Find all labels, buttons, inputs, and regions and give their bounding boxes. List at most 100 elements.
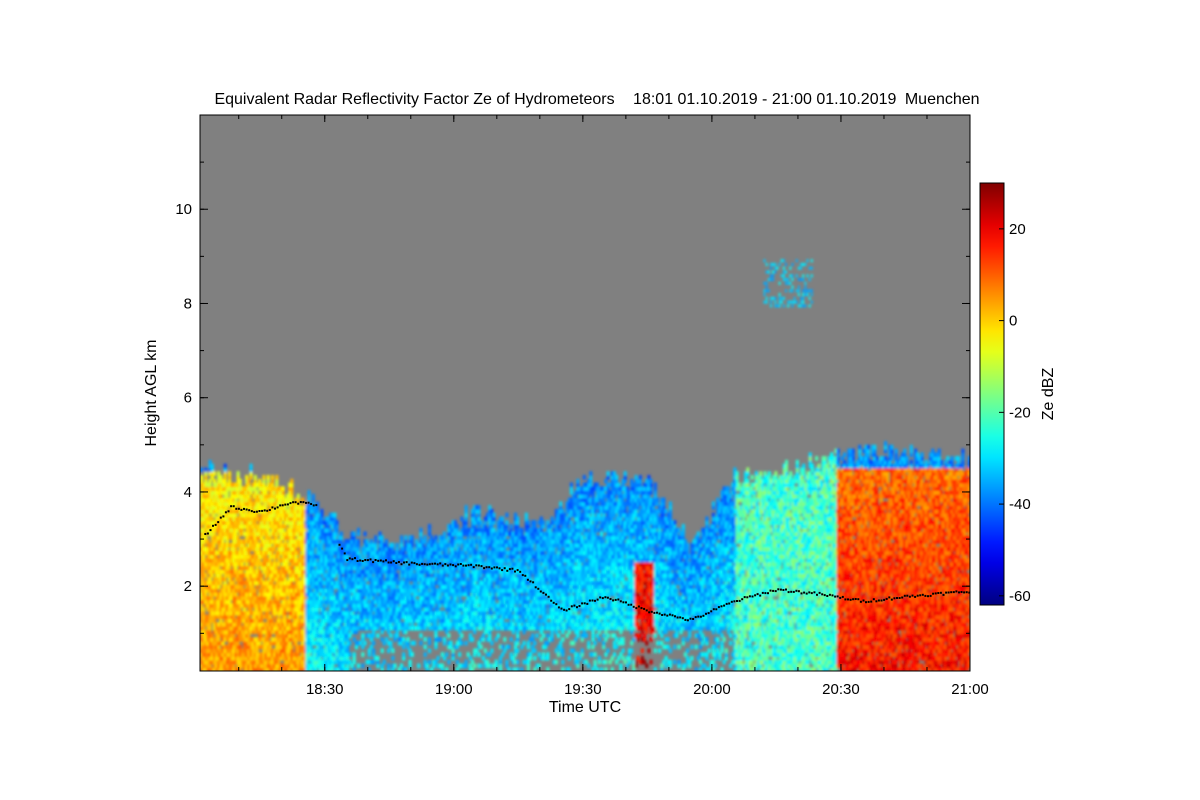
cloud-base-point <box>372 561 375 564</box>
cloud-base-point <box>759 594 762 597</box>
cloud-base-point <box>586 602 589 605</box>
cloud-base-markers <box>204 501 970 622</box>
cloud-base-point <box>268 509 271 511</box>
cloud-base-point <box>276 506 279 509</box>
cloud-base-point <box>890 598 893 601</box>
cloud-base-point <box>459 563 462 565</box>
cloud-base-point <box>261 509 264 512</box>
cloud-base-point <box>883 598 886 601</box>
cloud-base-point <box>227 510 230 513</box>
cloud-base-point <box>423 563 426 566</box>
y-axis: 2 4 6 8 10 <box>175 161 970 634</box>
cloud-base-point <box>932 592 935 595</box>
cloud-base-point <box>338 543 341 546</box>
cloud-base-point <box>506 569 509 572</box>
cloud-base-point <box>808 591 811 594</box>
cloud-base-point <box>426 563 429 566</box>
cloud-base-point <box>351 558 354 561</box>
cloud-base-point <box>206 532 209 535</box>
cloud-base-point <box>418 563 421 566</box>
colorbar-gradient <box>979 182 1005 606</box>
cloud-base-point <box>955 590 958 593</box>
cloud-base-point <box>963 591 966 594</box>
cloud-base-point <box>521 574 524 577</box>
y-axis-label: Height AGL km <box>143 339 160 446</box>
cloud-base-point <box>237 507 240 510</box>
cloud-base-point <box>289 502 292 505</box>
cloud-base-point <box>885 597 888 600</box>
x-tick-label: 21:00 <box>951 681 989 698</box>
cloud-base-point <box>452 564 455 567</box>
cloud-base-point <box>542 591 545 594</box>
cloud-base-point <box>315 504 318 507</box>
cloud-base-point <box>465 564 467 567</box>
cloud-base-point <box>601 597 604 600</box>
cloud-base-point <box>557 606 560 609</box>
cloud-base-point <box>694 616 697 619</box>
cloud-base-point <box>230 505 233 508</box>
cloud-base-point <box>805 592 808 595</box>
cloud-base-point <box>854 598 857 600</box>
cloud-base-point <box>614 598 617 601</box>
cloud-base-point <box>599 596 602 599</box>
cloud-base-point <box>266 509 269 512</box>
cloud-base-point <box>387 561 390 564</box>
cloud-base-point <box>635 607 638 610</box>
cloud-base-point <box>537 587 540 590</box>
cloud-base-point <box>640 607 643 610</box>
cloud-base-point <box>787 591 790 594</box>
x-tick-label: 20:00 <box>693 681 731 698</box>
cloud-base-point <box>661 614 664 616</box>
cloud-base-point <box>792 590 795 593</box>
cloud-base-point <box>550 599 553 602</box>
cloud-base-point <box>467 564 470 567</box>
cloud-base-point <box>609 598 612 600</box>
cloud-base-point <box>666 614 669 617</box>
colorbar: -60 -40 -20 0 20 Ze dBZ <box>979 182 1057 606</box>
cloud-base-point <box>361 560 364 562</box>
cloud-base-point <box>736 600 738 602</box>
cloud-base-point <box>668 613 671 616</box>
cloud-base-point <box>545 593 547 596</box>
cloud-base-point <box>790 590 793 593</box>
cloud-base-point <box>826 595 829 597</box>
cloud-base-point <box>617 598 620 601</box>
cloud-base-point <box>560 607 563 610</box>
cloud-base-point <box>449 563 452 566</box>
cloud-base-point <box>901 596 904 599</box>
cloud-base-point <box>516 569 519 572</box>
cloud-base-point <box>968 591 970 594</box>
cloud-base-point <box>929 594 932 597</box>
cloud-base-point <box>919 594 922 597</box>
cloud-base-point <box>498 567 501 570</box>
cloud-base-point <box>408 563 411 566</box>
cloud-base-point <box>622 601 625 604</box>
cloud-base-point <box>908 595 911 598</box>
colorbar-tick-label: 20 <box>1009 221 1026 238</box>
cloud-base-point <box>625 601 627 604</box>
cloud-base-point <box>681 617 684 620</box>
cloud-base-point <box>671 614 674 617</box>
cloud-base-point <box>271 506 274 509</box>
cloud-base-point <box>573 604 576 607</box>
cloud-base-point <box>945 591 948 594</box>
y-tick-label: 10 <box>175 201 192 218</box>
cloud-base-point <box>795 589 798 592</box>
cloud-base-point <box>563 608 566 611</box>
colorbar-ticks: -60 -40 -20 0 20 <box>999 221 1031 605</box>
x-tick-label: 18:30 <box>306 681 344 698</box>
chart-time-range: 18:01 01.10.2019 - 21:00 01.10.2019 <box>633 91 896 108</box>
cloud-base-point <box>710 610 713 613</box>
cloud-base-point <box>217 521 220 524</box>
cloud-base-point <box>457 563 460 566</box>
cloud-base-point <box>279 504 282 507</box>
y-tick-label: 2 <box>184 578 192 595</box>
cloud-base-point <box>385 559 387 562</box>
cloud-base-point <box>346 559 349 562</box>
cloud-base-point <box>307 501 310 504</box>
cloud-base-point <box>377 559 380 562</box>
cloud-base-point <box>405 561 408 564</box>
cloud-base-point <box>431 562 434 565</box>
cloud-base-point <box>679 616 682 619</box>
